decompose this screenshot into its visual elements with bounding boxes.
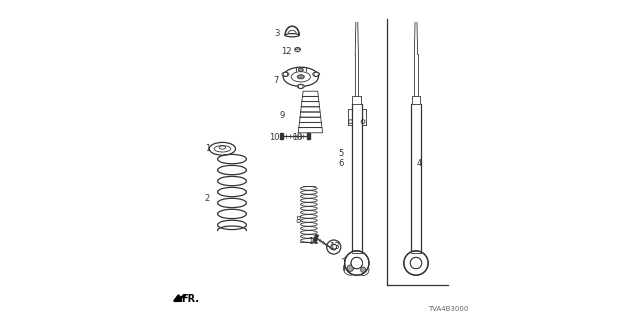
Bar bbox=[280, 133, 283, 139]
Bar bbox=[353, 96, 361, 104]
Text: 9: 9 bbox=[280, 111, 285, 120]
Text: 6: 6 bbox=[338, 159, 344, 168]
Circle shape bbox=[351, 257, 362, 269]
Text: 1: 1 bbox=[205, 144, 210, 153]
Text: TVA4B3000: TVA4B3000 bbox=[428, 306, 468, 312]
Circle shape bbox=[331, 244, 337, 250]
Circle shape bbox=[344, 251, 369, 275]
Text: 10: 10 bbox=[292, 133, 303, 142]
Circle shape bbox=[357, 264, 369, 276]
Text: 3: 3 bbox=[274, 29, 280, 38]
Text: 12: 12 bbox=[281, 47, 292, 56]
Circle shape bbox=[404, 251, 428, 275]
Text: 13: 13 bbox=[329, 242, 340, 251]
Circle shape bbox=[347, 265, 353, 271]
Text: 4: 4 bbox=[417, 159, 422, 168]
Ellipse shape bbox=[298, 84, 305, 89]
Text: 7: 7 bbox=[273, 76, 279, 84]
Ellipse shape bbox=[298, 75, 305, 79]
Circle shape bbox=[343, 261, 357, 275]
Text: 10: 10 bbox=[269, 133, 280, 142]
Ellipse shape bbox=[295, 47, 301, 52]
Text: 5: 5 bbox=[338, 149, 344, 158]
Ellipse shape bbox=[312, 72, 319, 76]
Bar bbox=[412, 96, 420, 104]
Ellipse shape bbox=[282, 72, 289, 76]
Text: FR.: FR. bbox=[181, 294, 199, 304]
Circle shape bbox=[410, 257, 422, 269]
Polygon shape bbox=[285, 26, 300, 35]
Ellipse shape bbox=[298, 68, 303, 71]
Circle shape bbox=[360, 267, 366, 272]
Polygon shape bbox=[313, 234, 319, 242]
Text: 11: 11 bbox=[308, 237, 319, 246]
Text: 8: 8 bbox=[295, 216, 300, 225]
Bar bbox=[307, 133, 310, 139]
Text: 2: 2 bbox=[205, 194, 210, 203]
